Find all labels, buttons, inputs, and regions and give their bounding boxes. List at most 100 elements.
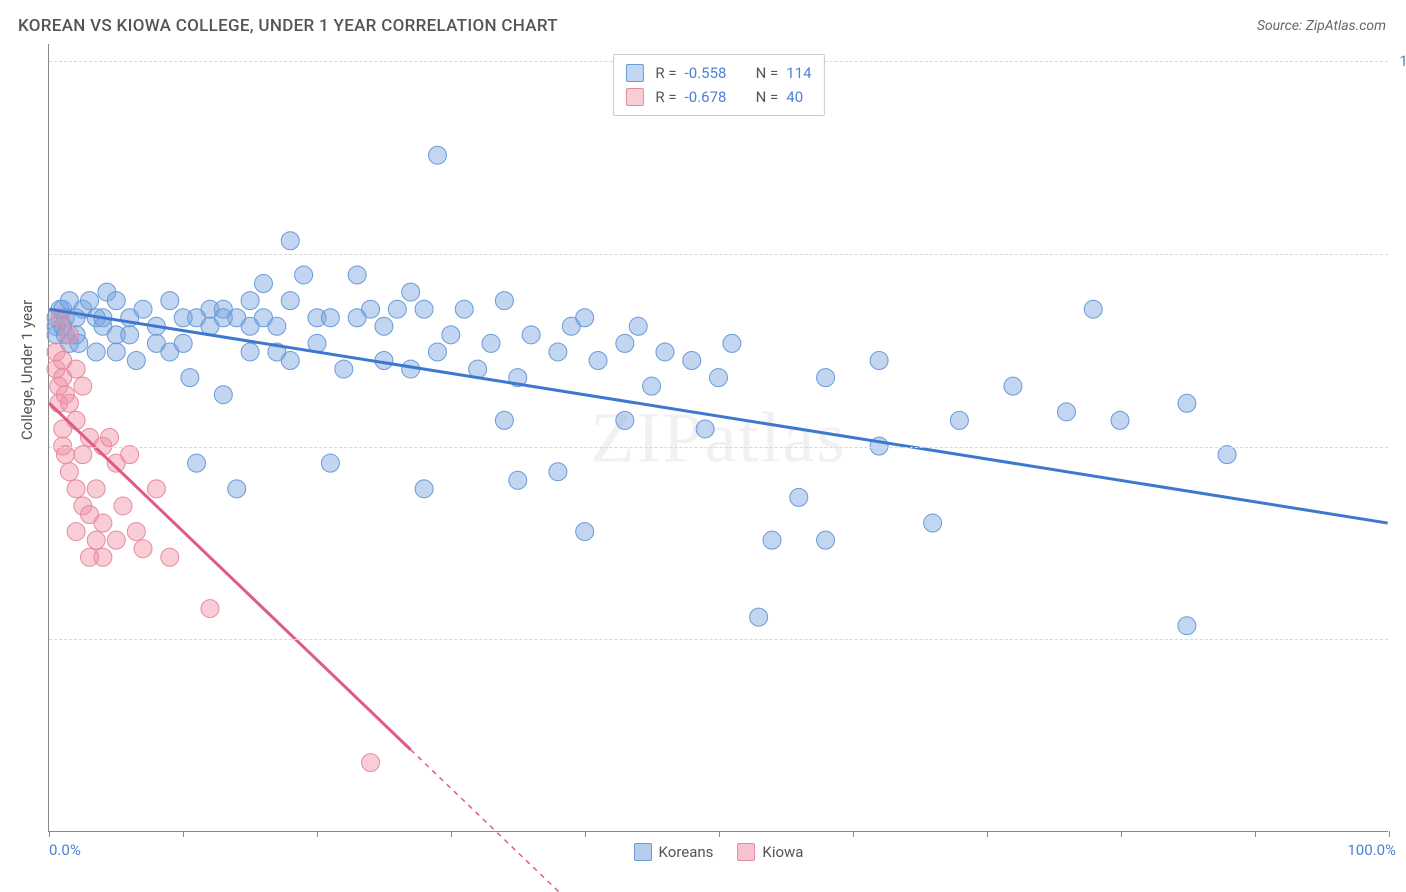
- x-tick: [853, 831, 854, 837]
- correlation-chart: KOREAN VS KIOWA COLLEGE, UNDER 1 YEAR CO…: [0, 0, 1406, 892]
- data-point: [643, 377, 661, 395]
- data-point: [870, 352, 888, 370]
- data-point: [723, 334, 741, 352]
- data-point: [241, 343, 259, 361]
- data-point: [1004, 377, 1022, 395]
- data-point: [127, 523, 145, 541]
- data-point: [817, 531, 835, 549]
- data-point: [161, 292, 179, 310]
- data-point: [924, 514, 942, 532]
- data-point: [228, 480, 246, 498]
- data-point: [60, 463, 78, 481]
- legend-swatch: [737, 843, 755, 861]
- y-axis-label: College, Under 1 year: [18, 300, 36, 440]
- r-label: R =: [655, 61, 676, 85]
- data-point: [81, 292, 99, 310]
- data-point: [87, 480, 105, 498]
- data-point: [817, 369, 835, 387]
- data-point: [549, 343, 567, 361]
- data-point: [428, 343, 446, 361]
- x-tick: [183, 831, 184, 837]
- n-label: N =: [756, 61, 779, 85]
- x-tick: [1121, 831, 1122, 837]
- data-point: [482, 334, 500, 352]
- data-point: [87, 531, 105, 549]
- data-point: [1057, 403, 1075, 421]
- data-point: [281, 292, 299, 310]
- data-point: [134, 540, 152, 558]
- source-credit: Source: ZipAtlas.com: [1257, 18, 1386, 34]
- data-point: [549, 463, 567, 481]
- data-point: [576, 523, 594, 541]
- data-point: [214, 386, 232, 404]
- data-point: [101, 429, 119, 447]
- gridline: [49, 639, 1388, 640]
- x-tick: [585, 831, 586, 837]
- data-point: [362, 754, 380, 772]
- y-tick-label: 77.5%: [1393, 245, 1406, 263]
- y-tick-label: 55.0%: [1393, 438, 1406, 456]
- data-point: [114, 497, 132, 515]
- data-point: [174, 334, 192, 352]
- data-point: [161, 548, 179, 566]
- data-point: [321, 309, 339, 327]
- data-point: [67, 480, 85, 498]
- data-point: [254, 275, 272, 293]
- series-legend-label: Koreans: [659, 843, 714, 861]
- data-point: [74, 446, 92, 464]
- data-point: [67, 360, 85, 378]
- series-legend-label: Kiowa: [762, 843, 803, 861]
- data-point: [147, 480, 165, 498]
- x-tick: [49, 831, 50, 837]
- data-point: [281, 232, 299, 250]
- data-point: [710, 369, 728, 387]
- data-point: [281, 352, 299, 370]
- data-point: [74, 377, 92, 395]
- data-point: [415, 480, 433, 498]
- scatter-svg: [49, 44, 1388, 831]
- x-tick-label-start: 0.0%: [49, 841, 81, 859]
- x-tick-label-end: 100.0%: [1347, 841, 1396, 859]
- data-point: [56, 446, 74, 464]
- data-point: [321, 454, 339, 472]
- series-legend-item: Koreans: [634, 843, 714, 861]
- gridline: [49, 254, 1388, 255]
- data-point: [509, 471, 527, 489]
- data-point: [181, 369, 199, 387]
- data-point: [107, 343, 125, 361]
- data-point: [67, 411, 85, 429]
- r-label: R =: [655, 85, 676, 109]
- trend-line: [49, 309, 1387, 523]
- stats-legend-row: R =-0.678N =40: [625, 85, 811, 109]
- n-value: 40: [786, 85, 803, 109]
- x-tick: [317, 831, 318, 837]
- n-value: 114: [786, 61, 811, 85]
- data-point: [87, 343, 105, 361]
- data-point: [121, 446, 139, 464]
- data-point: [375, 317, 393, 335]
- data-point: [60, 394, 78, 412]
- data-point: [295, 266, 313, 284]
- plot-area: ZIPatlas R =-0.558N =114R =-0.678N =40 0…: [48, 44, 1388, 832]
- data-point: [335, 360, 353, 378]
- stats-legend: R =-0.558N =114R =-0.678N =40: [612, 54, 824, 116]
- data-point: [67, 523, 85, 541]
- chart-title: KOREAN VS KIOWA COLLEGE, UNDER 1 YEAR CO…: [18, 16, 558, 36]
- data-point: [455, 300, 473, 318]
- data-point: [188, 454, 206, 472]
- gridline: [49, 447, 1388, 448]
- data-point: [522, 326, 540, 344]
- data-point: [442, 326, 460, 344]
- data-point: [683, 352, 701, 370]
- trend-line: [49, 403, 410, 749]
- data-point: [107, 292, 125, 310]
- x-tick: [1389, 831, 1390, 837]
- data-point: [656, 343, 674, 361]
- data-point: [134, 300, 152, 318]
- data-point: [629, 317, 647, 335]
- source-label: Source:: [1257, 18, 1306, 34]
- data-point: [763, 531, 781, 549]
- source-link[interactable]: ZipAtlas.com: [1306, 18, 1386, 34]
- data-point: [60, 326, 78, 344]
- data-point: [402, 283, 420, 301]
